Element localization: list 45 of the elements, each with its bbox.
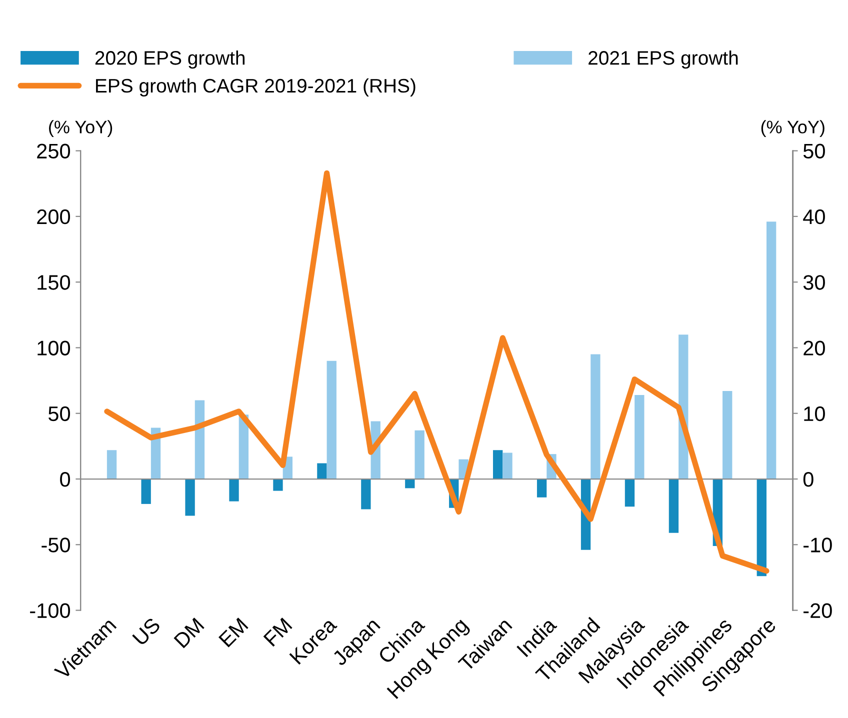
y2-tick-label: 30: [803, 275, 825, 290]
bar: [229, 479, 239, 502]
y2-tick-label: 40: [803, 209, 825, 224]
bar: [502, 452, 512, 480]
bar: [405, 479, 415, 488]
y2-tick-label: -10: [804, 538, 832, 552]
bar: [668, 479, 679, 533]
y-axis-title: (% YoY): [49, 120, 112, 137]
y-tick-label: 100: [38, 340, 70, 356]
bar: [722, 391, 732, 480]
legend-label: 2021 EPS growth: [588, 50, 738, 69]
y-tick-label: 50: [48, 406, 70, 422]
x-tick-label: DM: [174, 618, 204, 648]
y-tick-label: 250: [37, 144, 70, 159]
bar: [106, 450, 117, 480]
y2-tick-label: 50: [803, 144, 825, 159]
bar: [624, 479, 635, 507]
bar: [590, 354, 600, 480]
bar: [194, 400, 205, 480]
bar: [273, 479, 283, 491]
y-tick-label: -50: [42, 538, 70, 552]
bar: [634, 394, 644, 480]
x-tick-label: EM: [218, 618, 248, 648]
bar: [766, 222, 776, 480]
y2-tick-label: 0: [803, 472, 814, 487]
bar: [185, 479, 195, 516]
bar: [493, 450, 503, 480]
y2-tick-label: 20: [804, 340, 825, 356]
x-tick-label: US: [132, 616, 162, 646]
legend-label: EPS growth CAGR 2019-2021 (RHS): [96, 78, 416, 97]
bar: [361, 479, 371, 510]
bar: [536, 479, 547, 498]
bar: [756, 479, 766, 576]
bar: [414, 430, 424, 480]
bar: [317, 463, 327, 480]
y2-tick-label: 10: [804, 406, 825, 422]
bar: [326, 360, 336, 480]
y-tick-label: 200: [37, 209, 70, 224]
y-tick-label: -100: [30, 603, 70, 618]
y-tick-label: 0: [60, 472, 70, 487]
y2-tick-label: -20: [804, 603, 832, 618]
y2-axis-title: (% YoY): [761, 120, 824, 137]
y-tick-label: 150: [38, 275, 70, 290]
bar: [141, 479, 151, 504]
legend-label: 2020 EPS growth: [95, 50, 245, 69]
